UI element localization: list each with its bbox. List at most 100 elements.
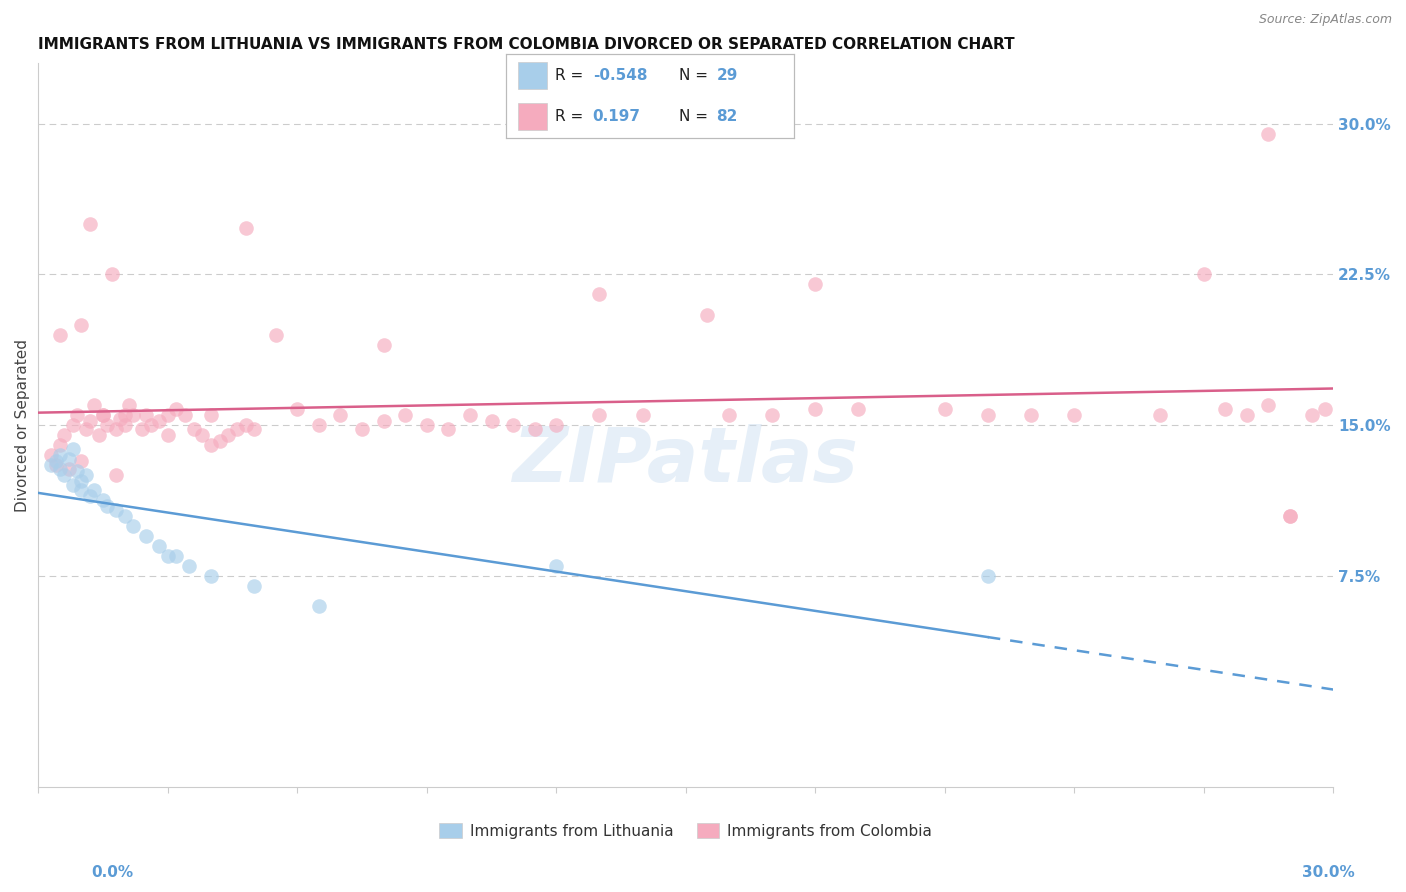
Point (79, 489, 101, 503)
Point (235, 418, 257, 433)
Point (110, 412, 132, 426)
Point (717, 408, 740, 422)
Point (62, 418, 84, 433)
Point (308, 418, 330, 433)
Point (139, 418, 162, 433)
Point (148, 414, 170, 428)
Point (458, 408, 481, 422)
Text: R =: R = (555, 68, 588, 83)
Text: 30.0%: 30.0% (1302, 865, 1355, 880)
Point (79, 414, 101, 428)
Text: IMMIGRANTS FROM LITHUANIA VS IMMIGRANTS FROM COLOMBIA DIVORCED OR SEPARATED CORR: IMMIGRANTS FROM LITHUANIA VS IMMIGRANTS … (38, 37, 1015, 53)
Text: 29: 29 (717, 68, 738, 83)
Point (58, 462, 80, 476)
Point (87, 428, 110, 442)
Point (165, 402, 187, 417)
Text: R =: R = (555, 109, 593, 124)
Point (191, 428, 214, 442)
Point (70, 483, 93, 497)
Point (75, 468, 97, 483)
Point (200, 569, 222, 583)
Point (156, 428, 179, 442)
Point (165, 549, 187, 563)
Point (502, 418, 524, 433)
Point (75, 422, 97, 436)
Point (53, 468, 76, 483)
Point (53, 428, 76, 442)
Point (243, 422, 266, 436)
Point (285, 402, 308, 417)
Y-axis label: Divorced or Separated: Divorced or Separated (15, 339, 30, 512)
Point (416, 418, 439, 433)
Point (91, 408, 114, 422)
Point (70, 318, 93, 332)
Legend: Immigrants from Lithuania, Immigrants from Colombia: Immigrants from Lithuania, Immigrants fr… (433, 816, 938, 845)
Point (1213, 402, 1236, 417)
Point (546, 558, 568, 573)
Point (83, 398, 105, 412)
Point (39, 458, 62, 473)
Point (977, 569, 1000, 583)
Point (91, 408, 114, 422)
Point (179, 558, 201, 573)
Point (546, 418, 568, 433)
Point (217, 428, 239, 442)
Point (100, 268, 122, 282)
Point (588, 408, 610, 422)
Point (156, 549, 179, 563)
Point (105, 502, 128, 516)
Point (79, 217, 101, 231)
Point (1236, 408, 1258, 422)
Point (481, 414, 503, 428)
Point (264, 327, 287, 342)
Point (804, 402, 827, 417)
Point (588, 287, 610, 301)
Point (131, 422, 153, 436)
Bar (517, 62, 547, 89)
Point (70, 454, 93, 468)
Point (49, 438, 72, 452)
Point (1278, 508, 1301, 523)
Text: -0.548: -0.548 (592, 68, 647, 83)
Point (122, 518, 145, 533)
Point (96, 499, 118, 513)
Point (45, 454, 67, 468)
Point (631, 408, 654, 422)
Point (761, 408, 783, 422)
Point (114, 418, 136, 433)
Point (118, 398, 141, 412)
Bar (517, 103, 547, 130)
Text: Source: ZipAtlas.com: Source: ZipAtlas.com (1258, 13, 1392, 27)
Point (91, 492, 114, 507)
Point (1313, 402, 1336, 417)
Text: N =: N = (679, 68, 713, 83)
Point (804, 277, 827, 292)
Point (373, 414, 395, 428)
Point (122, 408, 145, 422)
Point (200, 408, 222, 422)
Point (156, 408, 179, 422)
Point (49, 448, 72, 462)
Point (350, 422, 373, 436)
Point (308, 599, 330, 614)
Point (58, 452, 80, 467)
Point (1278, 508, 1301, 523)
Point (62, 478, 84, 492)
Point (1192, 268, 1215, 282)
Point (174, 408, 197, 422)
Point (200, 438, 222, 452)
Point (114, 408, 136, 422)
Point (437, 422, 460, 436)
Point (1019, 408, 1042, 422)
Point (70, 475, 93, 489)
Point (977, 408, 1000, 422)
Point (135, 529, 157, 543)
Point (329, 408, 352, 422)
Point (183, 422, 205, 436)
Point (235, 221, 257, 235)
Point (1149, 408, 1171, 422)
Point (208, 434, 231, 449)
Point (373, 337, 395, 351)
Point (243, 579, 266, 593)
Point (1257, 127, 1279, 141)
